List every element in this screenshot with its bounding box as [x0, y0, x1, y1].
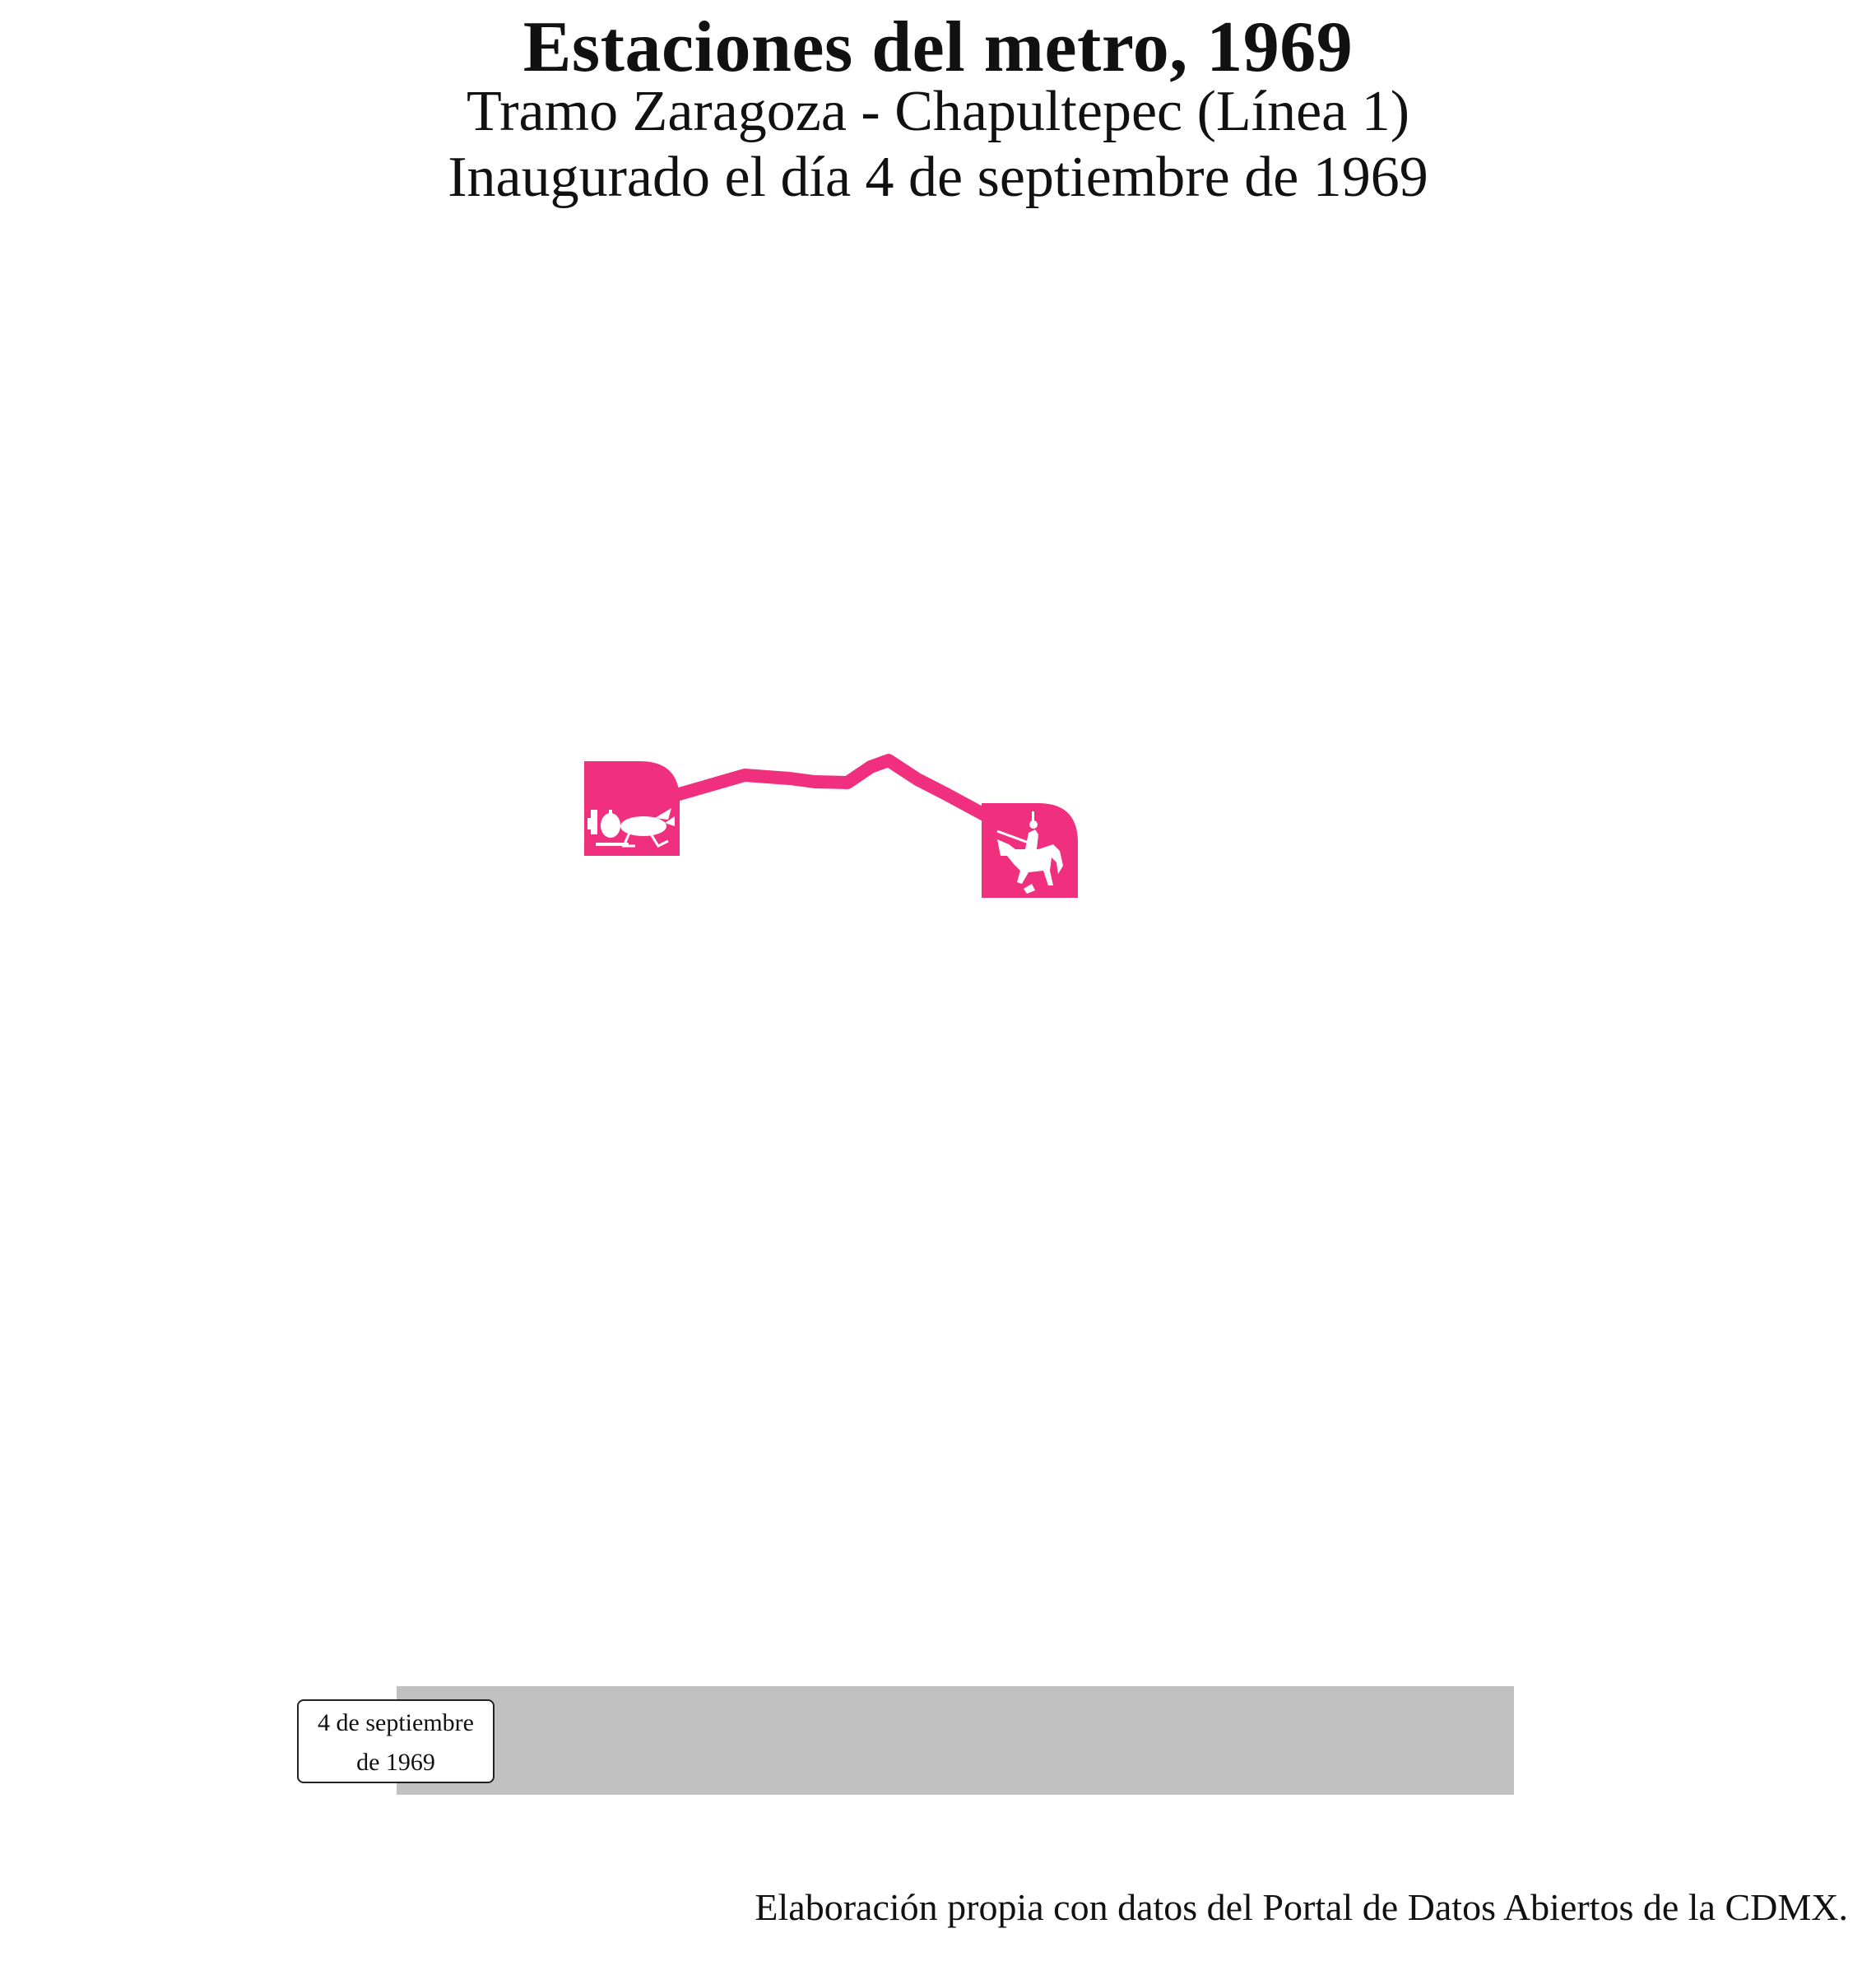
- timeline-date-label: 4 de septiembre de 1969: [297, 1699, 495, 1783]
- timeline-bar: [397, 1686, 1514, 1795]
- map-title: Estaciones del metro, 1969: [522, 7, 1354, 87]
- locust-on-cactus-station-icon: [584, 761, 680, 856]
- source-caption: Elaboración propia con datos del Portal …: [755, 1886, 1848, 1928]
- horse-rider-station-icon: [982, 803, 1078, 898]
- timeline-date-line2: de 1969: [356, 1749, 435, 1776]
- map-subtitle-segment: Tramo Zaragoza - Chapultepec (Línea 1): [466, 80, 1410, 143]
- timeline-date-line1: 4 de septiembre: [318, 1709, 474, 1736]
- metro-line-route: [664, 754, 1023, 839]
- map-subtitle-inauguration: Inaugurado el día 4 de septiembre de 196…: [448, 146, 1428, 209]
